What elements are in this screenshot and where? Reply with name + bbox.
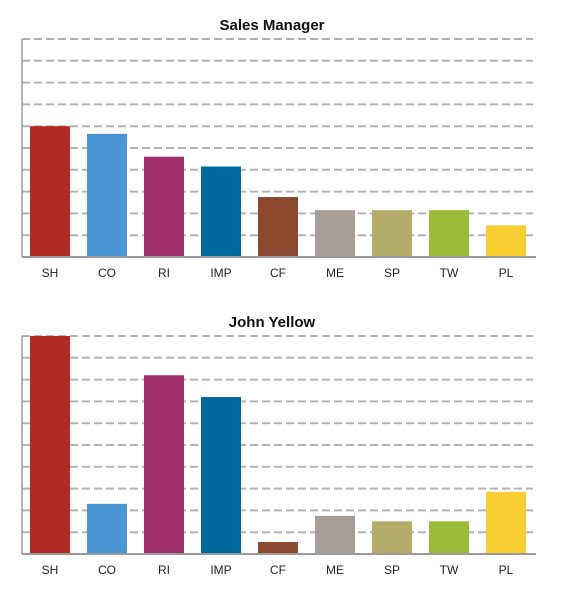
x-tick-label-me: ME bbox=[326, 266, 344, 280]
x-tick-label-pl: PL bbox=[499, 563, 514, 577]
john-yellow-bar-chart: John Yellow SH CO RI IMP CF ME SP TW PL bbox=[21, 314, 536, 577]
x-tick-label-ri: RI bbox=[158, 563, 170, 577]
bar-imp bbox=[201, 166, 241, 257]
gridlines bbox=[22, 335, 533, 534]
bar-imp bbox=[201, 397, 241, 554]
x-tick-label-tw: TW bbox=[440, 563, 459, 577]
x-tick-label-sh: SH bbox=[42, 563, 59, 577]
x-tick-label-pl: PL bbox=[499, 266, 514, 280]
bar-pl bbox=[486, 225, 526, 257]
x-tick-label-cf: CF bbox=[270, 266, 286, 280]
chart-title: Sales Manager bbox=[219, 17, 324, 34]
x-tick-label-me: ME bbox=[326, 563, 344, 577]
x-tick-label-sp: SP bbox=[384, 266, 400, 280]
x-tick-label-cf: CF bbox=[270, 563, 286, 577]
bar-cf bbox=[258, 542, 298, 554]
bar-tw bbox=[429, 521, 469, 554]
x-tick-label-imp: IMP bbox=[210, 563, 231, 577]
x-tick-label-co: CO bbox=[98, 563, 116, 577]
bar-sp bbox=[372, 521, 412, 554]
bar-cf bbox=[258, 197, 298, 257]
x-tick-label-tw: TW bbox=[440, 266, 459, 280]
chart-sales-manager: Sales Manager SH CO RI IMP CF ME SP TW PL bbox=[0, 0, 567, 297]
bar-tw bbox=[429, 210, 469, 257]
chart-john-yellow: John Yellow SH CO RI IMP CF ME SP TW PL bbox=[0, 297, 567, 597]
bar-sh bbox=[30, 336, 70, 554]
chart-title: John Yellow bbox=[229, 314, 316, 331]
bar-ri bbox=[144, 375, 184, 554]
bar-co bbox=[87, 503, 127, 554]
x-tick-label-sh: SH bbox=[42, 266, 59, 280]
bar-sp bbox=[372, 210, 412, 257]
bar-pl bbox=[486, 491, 526, 554]
x-tick-label-imp: IMP bbox=[210, 266, 231, 280]
bar-co bbox=[87, 133, 127, 257]
bar-me bbox=[315, 515, 355, 554]
x-tick-label-co: CO bbox=[98, 266, 116, 280]
bar-ri bbox=[144, 156, 184, 257]
x-tick-label-sp: SP bbox=[384, 563, 400, 577]
x-tick-label-ri: RI bbox=[158, 266, 170, 280]
bar-me bbox=[315, 210, 355, 257]
sales-manager-bar-chart: Sales Manager SH CO RI IMP CF ME SP TW PL bbox=[21, 17, 536, 280]
bar-sh bbox=[30, 126, 70, 257]
